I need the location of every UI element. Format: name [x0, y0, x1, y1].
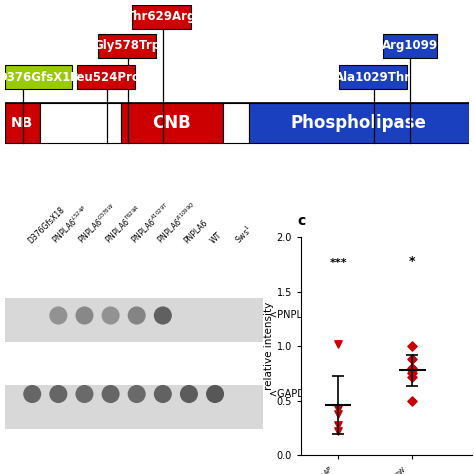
- Bar: [5, 103, 39, 143]
- Text: Thr629Arg: Thr629Arg: [127, 10, 197, 24]
- Text: <GAPDH: <GAPDH: [269, 389, 312, 399]
- Point: [334, 405, 342, 413]
- Bar: [121, 103, 223, 143]
- Point: [409, 370, 416, 377]
- Bar: [223, 103, 248, 143]
- Text: PNPLA6: PNPLA6: [182, 219, 210, 246]
- Bar: [339, 65, 407, 90]
- Ellipse shape: [75, 385, 93, 403]
- Text: D376GfsX18: D376GfsX18: [0, 71, 79, 83]
- Text: PNPLA6$^{T629R}$: PNPLA6$^{T629R}$: [102, 203, 144, 246]
- Text: Leu524Pro: Leu524Pro: [70, 71, 141, 83]
- Bar: [5, 65, 72, 90]
- Point: [409, 356, 416, 363]
- Text: PNPLA6$^{A1029T}$: PNPLA6$^{A1029T}$: [128, 200, 173, 246]
- Text: c: c: [298, 214, 306, 228]
- Ellipse shape: [101, 306, 119, 325]
- Ellipse shape: [128, 385, 146, 403]
- Ellipse shape: [49, 306, 67, 325]
- Ellipse shape: [128, 306, 146, 325]
- Text: Arg1099: Arg1099: [382, 39, 438, 53]
- Text: WT: WT: [209, 231, 224, 246]
- Point: [409, 366, 416, 374]
- Text: Phospholipase: Phospholipase: [291, 114, 427, 132]
- Ellipse shape: [154, 306, 172, 325]
- Bar: [98, 34, 155, 58]
- Text: ***: ***: [329, 257, 347, 267]
- Bar: [5, 103, 469, 143]
- Text: CNB: CNB: [153, 114, 191, 132]
- Point: [334, 410, 342, 418]
- Point: [409, 342, 416, 350]
- Text: <PNPLA6: <PNPLA6: [269, 310, 315, 320]
- Text: NB: NB: [11, 116, 33, 130]
- Bar: [132, 5, 191, 29]
- Point: [409, 397, 416, 404]
- Point: [334, 421, 342, 428]
- Ellipse shape: [154, 385, 172, 403]
- Text: *: *: [409, 255, 416, 267]
- Point: [334, 427, 342, 435]
- Point: [334, 340, 342, 347]
- Text: Gly578Trp: Gly578Trp: [93, 39, 160, 53]
- Point: [334, 404, 342, 412]
- Text: PNPLA6$^{G578W}$: PNPLA6$^{G578W}$: [76, 201, 120, 246]
- Bar: [383, 34, 437, 58]
- Text: PNPLA6$^{R1099Q}$: PNPLA6$^{R1099Q}$: [154, 200, 200, 246]
- Point: [409, 373, 416, 380]
- Point: [409, 364, 416, 372]
- Ellipse shape: [180, 385, 198, 403]
- Bar: [5, 298, 263, 342]
- Ellipse shape: [206, 385, 224, 403]
- Text: Sws$^{1}$: Sws$^{1}$: [232, 223, 255, 246]
- Bar: [5, 385, 263, 429]
- Text: Ala1029Thr: Ala1029Thr: [335, 71, 411, 83]
- Bar: [39, 103, 121, 143]
- Y-axis label: relative intensity: relative intensity: [264, 302, 274, 390]
- Ellipse shape: [49, 385, 67, 403]
- Text: PNPLA6$^{L524P}$: PNPLA6$^{L524P}$: [50, 203, 92, 246]
- Bar: [77, 65, 135, 90]
- Ellipse shape: [75, 306, 93, 325]
- Text: D376GfsX18: D376GfsX18: [26, 206, 66, 246]
- Ellipse shape: [23, 385, 41, 403]
- Ellipse shape: [101, 385, 119, 403]
- Bar: [248, 103, 469, 143]
